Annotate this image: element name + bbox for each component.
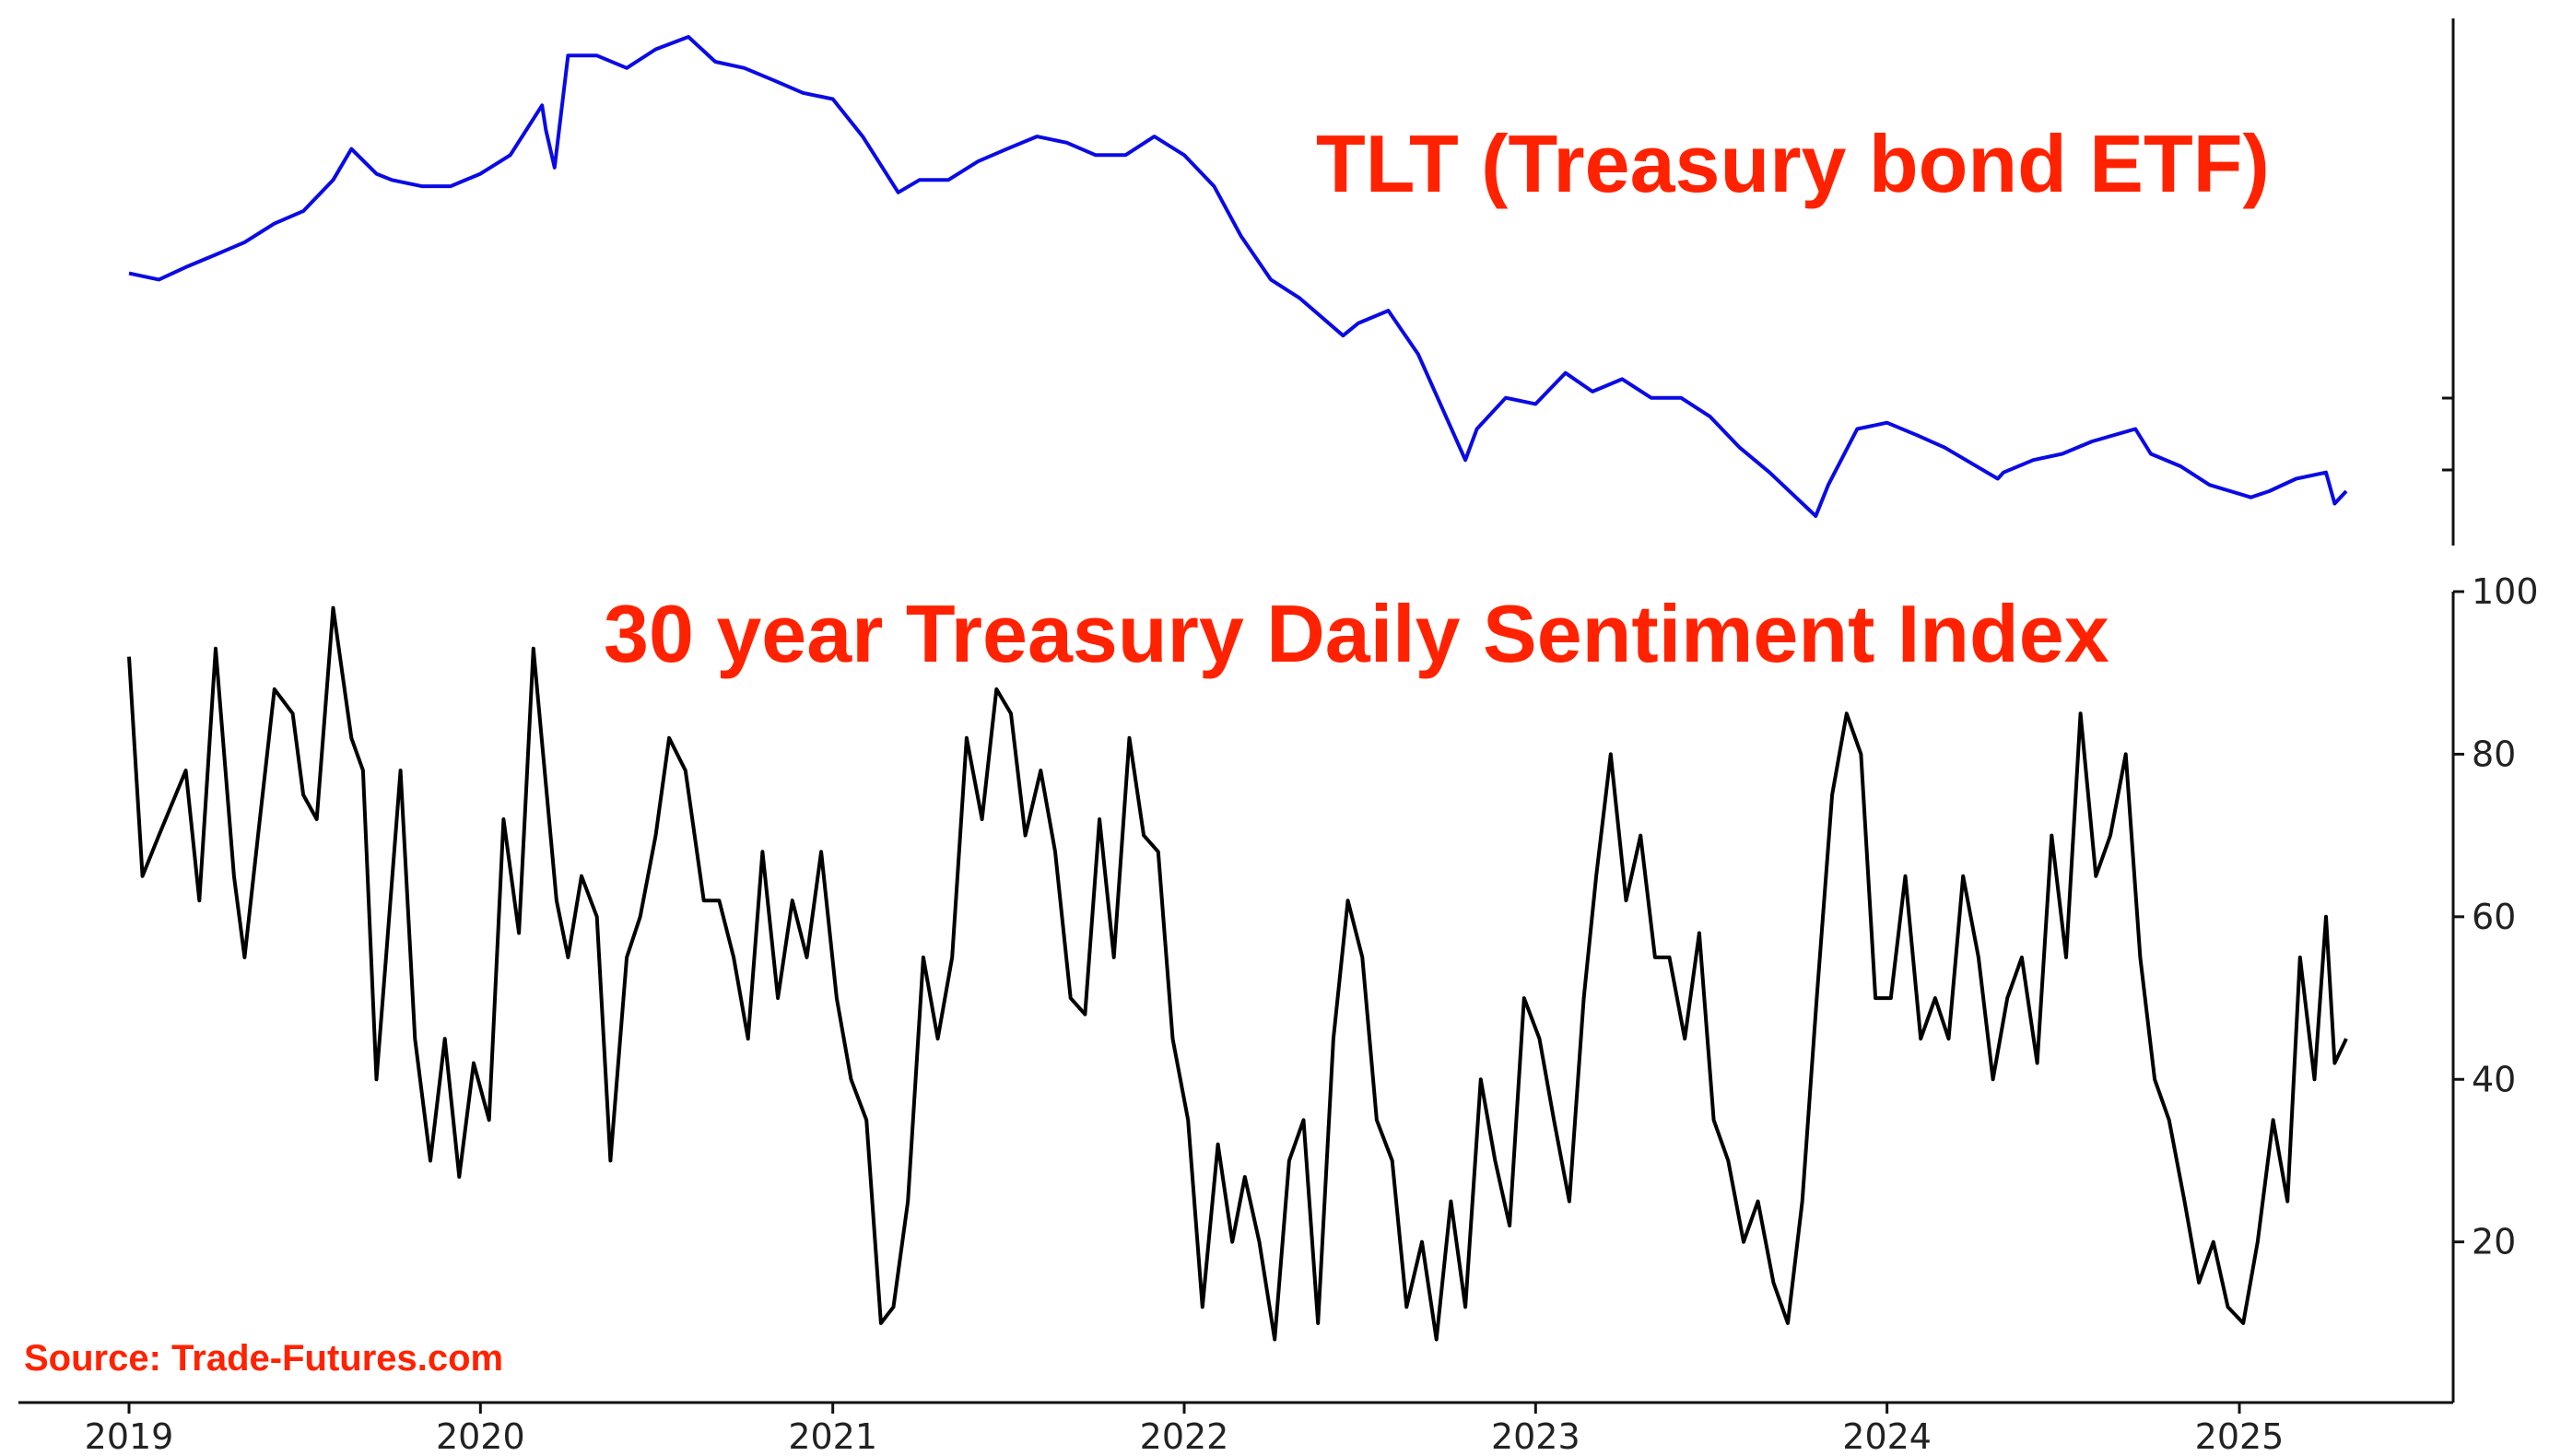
source-annotation: Source: Trade-Futures.com [24, 1338, 503, 1379]
y-tick-label: 100 [2472, 571, 2539, 612]
x-tick-label: 2025 [2195, 1416, 2285, 1456]
tlt-chart-title: TLT (Treasury bond ETF) [1316, 118, 2270, 209]
y-tick-label: 80 [2472, 734, 2516, 774]
x-tick-label: 2022 [1140, 1416, 1229, 1456]
sentiment-series-line [127, 605, 2348, 1342]
x-tick-label: 2023 [1491, 1416, 1580, 1456]
y-tick-label: 40 [2472, 1059, 2516, 1099]
y-tick-label: 60 [2472, 897, 2516, 937]
sentiment-y-ticks: 20 40 60 80 100 [2453, 571, 2539, 1262]
tlt-panel: TLT (Treasury bond ETF) [128, 18, 2455, 546]
x-tick-label: 2020 [436, 1416, 525, 1456]
y-tick-label: 20 [2472, 1222, 2516, 1262]
x-tick-label: 2024 [1842, 1416, 1932, 1456]
sentiment-chart-title: 30 year Treasury Daily Sentiment Index [604, 588, 2109, 679]
sentiment-x-ticks: 2019 2020 2021 2022 2023 2024 2025 [85, 1403, 2285, 1456]
sentiment-panel: 20 40 60 80 100 2019 2020 2021 2022 2023 2024 2025… [18, 571, 2539, 1456]
x-tick-label: 2019 [85, 1416, 174, 1456]
x-tick-label: 2021 [788, 1416, 877, 1456]
tlt-series-line [128, 35, 2348, 518]
